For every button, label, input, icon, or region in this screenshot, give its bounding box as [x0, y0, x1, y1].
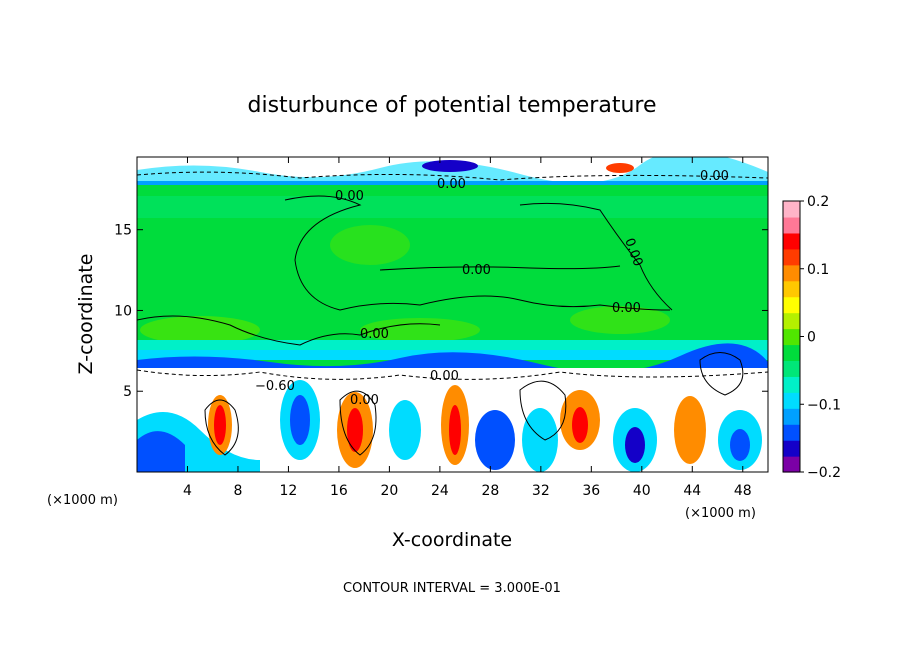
x-unit-left: (×1000 m): [47, 493, 118, 508]
low-red-1: [214, 405, 226, 445]
colorbar-tick-label-2: 0: [807, 330, 816, 346]
colorbar-tick-label-1: 0.1: [807, 262, 829, 278]
contour-loop-1: [204, 399, 239, 456]
colorbar-swatch-7: [783, 344, 800, 362]
y-tick-label-1: 10: [114, 303, 132, 319]
low-blue-4: [625, 427, 645, 463]
x-tick-label-1: 8: [233, 483, 242, 499]
contour-loop-3: [519, 380, 567, 441]
contour-interval-note: CONTOUR INTERVAL = 3.000E-01: [343, 581, 561, 596]
contour-label-5: 0.00: [700, 169, 729, 184]
low-cyan-4: [522, 408, 558, 472]
low-red-3: [449, 405, 461, 455]
mid-patch-3: [570, 306, 670, 334]
low-red-4: [572, 407, 588, 443]
x-unit-right: (×1000 m): [685, 506, 756, 521]
low-orange-5: [674, 396, 706, 464]
y-ticks: 5 10 15: [114, 223, 768, 400]
low-blue-2: [290, 395, 310, 445]
colorbar-swatch-12: [783, 264, 800, 282]
x-axis-label: X-coordinate: [392, 529, 512, 551]
upper-layer: [137, 196, 768, 218]
colorbar: [783, 201, 800, 473]
colorbar-tick-label-0: 0.2: [807, 194, 829, 210]
colorbar-swatch-14: [783, 232, 800, 250]
colorbar-swatch-9: [783, 312, 800, 330]
contour-loop-2: [339, 390, 377, 456]
colorbar-swatch-13: [783, 248, 800, 266]
x-tick-label-8: 36: [582, 483, 600, 499]
contour-line-1: [284, 195, 671, 311]
low-blue-5: [730, 429, 750, 461]
contour-label-3: 0.00: [612, 301, 641, 316]
y-tick-label-2: 15: [114, 223, 132, 239]
contour-label-10: 0.00: [430, 369, 459, 384]
colorbar-swatch-2: [783, 424, 800, 441]
top-vortex-blue: [422, 160, 478, 172]
x-tick-label-5: 24: [431, 483, 449, 499]
colorbar-swatch-15: [783, 216, 800, 234]
y-tick-label-0: 5: [123, 384, 132, 400]
low-red-2: [347, 408, 363, 452]
x-tick-label-9: 40: [633, 483, 651, 499]
contour-label-6: 0.00: [437, 177, 466, 192]
colorbar-swatch-11: [783, 280, 800, 298]
x-tick-label-10: 44: [683, 483, 701, 499]
y-axis-label: Z-coordinate: [75, 254, 97, 375]
colorbar-ticks: 0.2 0.1 0 −0.1 −0.2: [800, 194, 841, 481]
x-tick-label-11: 48: [734, 483, 752, 499]
chart-title: disturbunce of potential temperature: [248, 93, 657, 118]
x-tick-label-0: 4: [183, 483, 192, 499]
colorbar-swatch-6: [783, 360, 800, 377]
contour-line-dashed-1: [137, 369, 768, 380]
mid-patch-2: [360, 318, 480, 342]
contour-line-4: [137, 315, 441, 346]
x-tick-label-4: 20: [380, 483, 398, 499]
low-blue-3: [475, 410, 515, 470]
contour-loop-4: [699, 352, 744, 396]
inversion-band: [137, 343, 768, 373]
x-ticks: 4 8 12 16 20 24 28 32 36 40 44 48: [183, 157, 752, 499]
colorbar-swatch-3: [783, 408, 800, 425]
contour-label-7: −0.60: [255, 379, 295, 394]
colorbar-tick-label-4: −0.2: [807, 465, 841, 481]
mid-patch-4: [330, 225, 410, 265]
top-vortex-red: [606, 163, 634, 173]
colorbar-tick-label-3: −0.1: [807, 397, 841, 413]
x-tick-label-7: 32: [532, 483, 550, 499]
low-cyan-3: [389, 400, 421, 460]
colorbar-swatch-10: [783, 296, 800, 314]
x-tick-label-2: 12: [280, 483, 298, 499]
x-tick-label-3: 16: [330, 483, 348, 499]
colorbar-swatch-1: [783, 440, 800, 457]
x-tick-label-6: 28: [481, 483, 499, 499]
contour-label-1: 0.00: [335, 189, 364, 204]
colorbar-swatch-0: [783, 456, 800, 473]
contour-label-4: 0.00: [360, 327, 389, 342]
colorbar-swatch-5: [783, 376, 800, 393]
low-band-1: [137, 340, 768, 350]
contour-label-2: 0.00: [462, 263, 491, 278]
contour-line-3: [519, 202, 673, 311]
tropopause-band: [137, 181, 768, 185]
colorbar-swatch-8: [783, 328, 800, 346]
colorbar-swatch-16: [783, 201, 800, 218]
contour-line-2: [379, 265, 621, 271]
plot-field: 0.00 0.00 0.00 0.00 0.00 0.00 −0.60 0.00…: [137, 157, 768, 472]
contour-label-8: 0.00: [350, 393, 379, 408]
plot-frame: [136, 156, 769, 473]
contour-line-dashed-2: [137, 171, 768, 181]
mid-patch-1: [140, 316, 260, 344]
colorbar-swatch-4: [783, 392, 800, 409]
low-blue-1: [137, 431, 185, 472]
